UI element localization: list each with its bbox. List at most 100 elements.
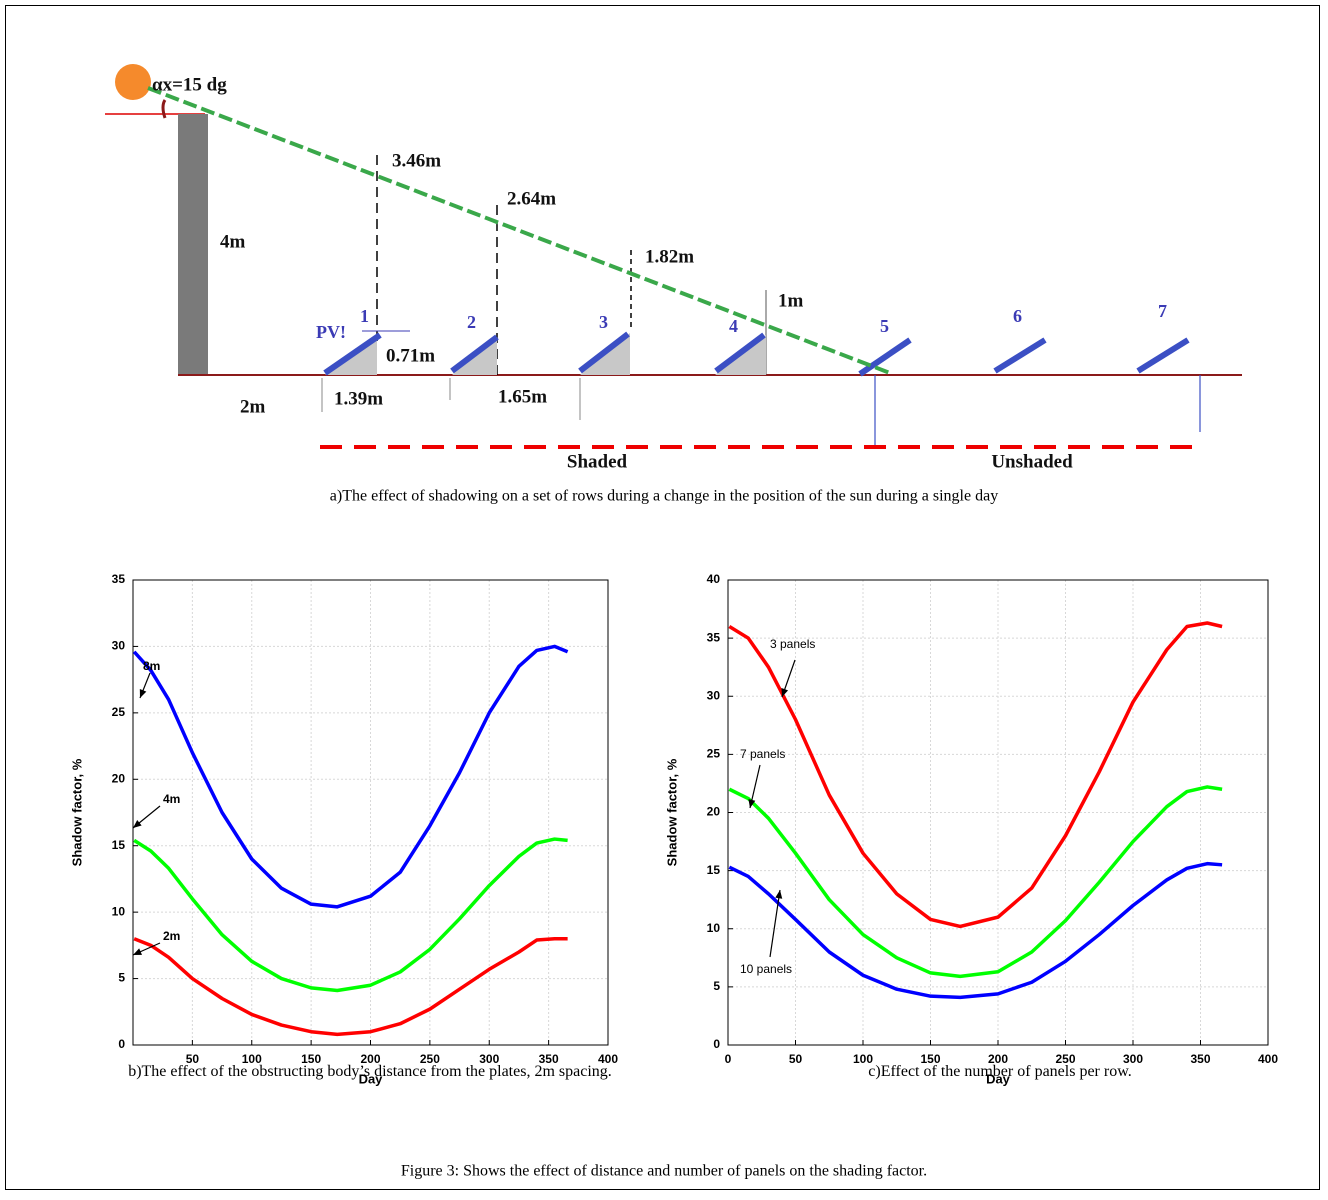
x-tick-label: 250 — [420, 1052, 440, 1066]
row-number: 3 — [599, 312, 608, 332]
arrow-head — [139, 689, 147, 698]
plot-border — [727, 579, 1269, 1046]
arrow-head — [748, 799, 756, 808]
series-line — [728, 621, 1223, 929]
row-number: 7 — [1158, 301, 1167, 321]
y-tick-label: 25 — [707, 747, 721, 761]
y-tick-label: 0 — [118, 1037, 125, 1051]
y-tick-label: 30 — [707, 688, 721, 702]
arrow-head — [133, 948, 142, 955]
row-width-label: 1.39m — [334, 388, 383, 409]
unshaded-label: Unshaded — [991, 451, 1073, 472]
x-tick-label: 400 — [598, 1052, 618, 1066]
spacing-label: 1.65m — [498, 386, 547, 407]
series-annotation: 3 panels — [770, 637, 815, 651]
panel — [323, 332, 382, 376]
row-markers — [321, 378, 581, 420]
shaded-label: Shaded — [567, 451, 628, 472]
y-axis-label: Shadow factor, % — [664, 758, 679, 866]
series-line — [728, 861, 1223, 1000]
shadow-label: 1m — [778, 290, 804, 311]
x-tick-label: 100 — [853, 1052, 873, 1066]
sun — [115, 64, 151, 100]
row-number: 2 — [467, 312, 476, 332]
figure-caption: Figure 3: Shows the effect of distance a… — [401, 1163, 927, 1180]
y-tick-label: 20 — [707, 805, 721, 819]
series-annotation: 10 panels — [740, 962, 792, 976]
series-annotation: 2m — [163, 929, 180, 943]
annotation-arrow — [769, 889, 781, 958]
caption-a: a)The effect of shadowing on a set of ro… — [330, 488, 998, 505]
panel — [578, 331, 630, 374]
x-axis-label: Day — [359, 1071, 384, 1086]
y-tick-label: 25 — [112, 705, 126, 719]
plot-border — [132, 579, 609, 1046]
x-tick-label: 300 — [479, 1052, 499, 1066]
series-line — [133, 837, 568, 993]
x-tick-label: 250 — [1055, 1052, 1075, 1066]
arrow-head — [775, 890, 783, 899]
caption-c: c)Effect of the number of panels per row… — [868, 1063, 1132, 1080]
y-tick-label: 10 — [112, 904, 126, 918]
panel — [1136, 337, 1190, 374]
row-number: 1 — [360, 306, 369, 326]
series-line — [132, 644, 569, 909]
diagram: αx=15 dg 4m 3.46m 2.64m 1.82m 1m PV! 1 2… — [105, 64, 1242, 505]
y-tick-label: 40 — [707, 572, 721, 586]
x-tick-label: 200 — [988, 1052, 1008, 1066]
y-tick-label: 30 — [112, 639, 126, 653]
arrow-head — [781, 688, 789, 697]
series-annotation: 7 panels — [740, 747, 785, 761]
angle-label: αx=15 dg — [152, 74, 227, 95]
y-tick-label: 20 — [112, 771, 126, 785]
x-tick-label: 200 — [360, 1052, 380, 1066]
height-label: 4m — [220, 231, 246, 252]
series-annotation: 8m — [143, 659, 160, 673]
x-tick-label: 400 — [1258, 1052, 1278, 1066]
caption-b: b)The effect of the obstructing body’s d… — [128, 1063, 612, 1080]
y-tick-label: 5 — [118, 971, 125, 985]
y-axis-label: Shadow factor, % — [69, 758, 84, 866]
x-tick-label: 100 — [242, 1052, 262, 1066]
panel — [450, 334, 499, 374]
obstacle — [178, 114, 208, 375]
panel-height-label: 0.71m — [386, 345, 435, 366]
panel — [858, 337, 912, 377]
figure-frame — [5, 5, 1320, 1190]
panels — [323, 331, 1190, 377]
y-tick-label: 15 — [707, 863, 721, 877]
shadow-label: 3.46m — [392, 150, 441, 171]
y-tick-label: 35 — [112, 572, 126, 586]
y-tick-label: 10 — [707, 921, 721, 935]
y-tick-label: 0 — [713, 1037, 720, 1051]
row-number: 5 — [880, 316, 889, 336]
x-tick-label: 150 — [301, 1052, 321, 1066]
series-line — [133, 936, 568, 1037]
x-axis-label: Day — [986, 1071, 1011, 1086]
x-tick-label: 350 — [539, 1052, 559, 1066]
chart: 0 5 10 15 20 25 30 35 50 100 150 200 250 300 350 400 Day… — [69, 572, 618, 1086]
x-tick-label: 300 — [1123, 1052, 1143, 1066]
distance-label: 2m — [240, 396, 266, 417]
sun-ray — [147, 86, 891, 375]
arrow-head — [133, 820, 142, 828]
shadow-label: 1.82m — [645, 246, 694, 267]
y-tick-label: 5 — [713, 979, 720, 993]
row-number: 6 — [1013, 306, 1022, 326]
x-tick-label: 0 — [725, 1052, 732, 1066]
panel — [714, 332, 766, 374]
pv-label: PV! — [316, 322, 346, 342]
angle-mark — [161, 99, 167, 119]
series-annotation: 4m — [163, 792, 180, 806]
x-tick-label: 50 — [789, 1052, 803, 1066]
panel — [993, 337, 1047, 374]
row-number: 4 — [729, 316, 738, 336]
x-tick-label: 50 — [186, 1052, 200, 1066]
x-tick-label: 150 — [920, 1052, 940, 1066]
y-tick-label: 15 — [112, 838, 126, 852]
y-tick-label: 35 — [707, 630, 721, 644]
series-line — [728, 785, 1223, 979]
